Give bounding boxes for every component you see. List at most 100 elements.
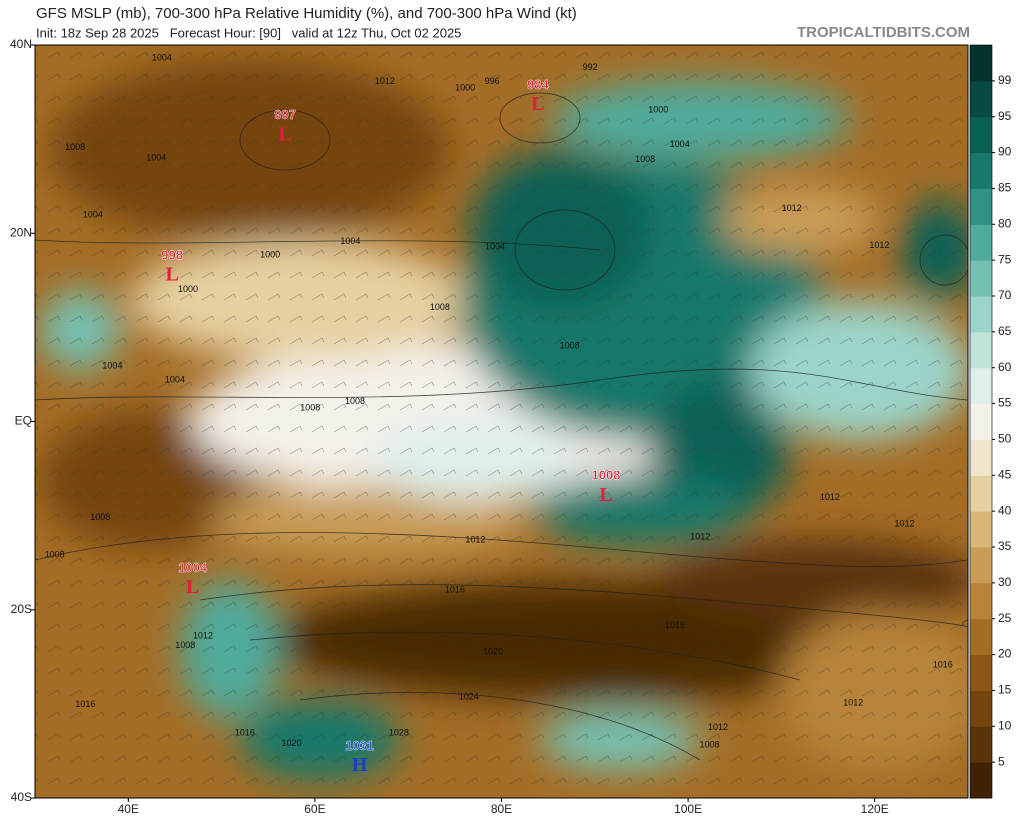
- isobar-label: 1012: [820, 492, 840, 502]
- center-letter: L: [165, 264, 178, 286]
- isobar-label: 1008: [345, 396, 365, 406]
- lon-label: 120E: [861, 802, 889, 816]
- watermark: TROPICALTIDBITS.COM: [797, 24, 970, 41]
- title: GFS MSLP (mb), 700-300 hPa Relative Humi…: [36, 5, 577, 22]
- colorbar-band: [970, 690, 992, 727]
- isobar-label: 1012: [782, 203, 802, 213]
- isobar-label: 1016: [933, 660, 953, 670]
- isobar-label: 1016: [665, 620, 685, 630]
- colorbar-label: 20: [998, 647, 1012, 661]
- colorbar-label: 65: [998, 324, 1012, 338]
- lat-label: EQ: [15, 414, 32, 428]
- colorbar-band: [970, 80, 992, 118]
- isobar-label: 1000: [455, 83, 475, 93]
- colorbar-band: [970, 511, 992, 548]
- isobar-label: 1000: [260, 249, 280, 259]
- colorbar-band: [970, 331, 992, 369]
- colorbar-band: [970, 475, 992, 512]
- isobar-label: 996: [485, 76, 500, 86]
- colorbar: 5 10 15 20 25 30 35 40 45 50 55 60 65 70 75 80 85 90 95 99: [969, 44, 1012, 799]
- isobar-label: 1004: [165, 374, 185, 384]
- colorbar-band: [970, 367, 992, 405]
- isobar-label: 1008: [65, 142, 85, 152]
- isobar-label: 1008: [700, 740, 720, 750]
- colorbar-band: [970, 260, 992, 297]
- isobar-label: 1004: [83, 210, 103, 220]
- isobar-label: 1012: [465, 534, 485, 544]
- colorbar-label: 70: [998, 288, 1012, 302]
- colorbar-band: [970, 188, 992, 225]
- center-letter: L: [278, 123, 291, 145]
- isobar-label: 1004: [670, 139, 690, 149]
- colorbar-band: [970, 152, 992, 189]
- lon-label: 100E: [674, 802, 702, 816]
- center-letter: L: [599, 484, 612, 506]
- colorbar-label: 25: [998, 611, 1012, 625]
- colorbar-label: 45: [998, 467, 1012, 481]
- colorbar-band: [970, 45, 992, 82]
- isobar-label: 1004: [102, 360, 122, 370]
- colorbar-band: [970, 654, 992, 691]
- isobar-label: 1016: [75, 699, 95, 709]
- isobar-label: 1008: [90, 512, 110, 522]
- colorbar-label: 40: [998, 503, 1012, 517]
- isobar-label: 1024: [459, 692, 479, 702]
- colorbar-band: [970, 582, 992, 620]
- colorbar-label: 5: [998, 754, 1005, 768]
- colorbar-label: 75: [998, 252, 1012, 266]
- center-pressure: 984: [527, 77, 549, 92]
- colorbar-label: 10: [998, 718, 1012, 732]
- colorbar-label: 15: [998, 683, 1012, 697]
- isobar-label: 1008: [635, 154, 655, 164]
- colorbar-label: 85: [998, 181, 1012, 195]
- colorbar-band: [970, 439, 992, 476]
- map-area: [35, 45, 968, 798]
- lat-label: 20S: [11, 602, 32, 616]
- center-pressure: 1031: [345, 738, 374, 753]
- colorbar-band: [970, 116, 992, 154]
- isobar-label: 1012: [869, 240, 889, 250]
- isobar-label: 992: [583, 62, 598, 72]
- colorbar-label: 30: [998, 575, 1012, 589]
- isobar-label: 1008: [430, 302, 450, 312]
- lon-label: 60E: [304, 802, 325, 816]
- colorbar-label: 95: [998, 109, 1012, 123]
- isobar-label: 1004: [146, 152, 166, 162]
- subtitle: Init: 18z Sep 28 2025 Forecast Hour: [90…: [36, 25, 461, 40]
- isobar-label: 1012: [843, 697, 863, 707]
- colorbar-band: [970, 296, 992, 333]
- colorbar-label: 60: [998, 360, 1012, 374]
- isobar-label: 1028: [389, 727, 409, 737]
- isobar-label: 1012: [708, 722, 728, 732]
- isobar-label: 1000: [178, 284, 198, 294]
- colorbar-band: [970, 403, 992, 440]
- colorbar-frame: [969, 44, 993, 799]
- center-letter: L: [531, 93, 544, 115]
- colorbar-label: 80: [998, 216, 1012, 230]
- center-pressure: 1004: [178, 560, 208, 575]
- isobar-label: 1008: [175, 640, 195, 650]
- colorbar-band: [970, 762, 992, 799]
- center-letter: H: [352, 754, 368, 776]
- isobar-label: 1004: [152, 53, 172, 63]
- isobar-label: 1016: [235, 727, 255, 737]
- center-pressure: 997: [274, 107, 296, 122]
- colorbar-band: [970, 726, 992, 763]
- lat-label: 40S: [11, 790, 32, 804]
- isobar-label: 1012: [895, 518, 915, 528]
- isobar-label: 1004: [340, 236, 360, 246]
- isobar-label: 1012: [690, 532, 710, 542]
- center-pressure: 998: [161, 247, 183, 262]
- lat-label: 40N: [10, 37, 32, 51]
- isobar-label: 1012: [375, 76, 395, 86]
- isobar-label: 1004: [485, 242, 505, 252]
- lon-label: 80E: [491, 802, 512, 816]
- colorbar-label: 35: [998, 539, 1012, 553]
- colorbar-band: [970, 224, 992, 261]
- isobar-label: 1020: [483, 646, 503, 656]
- colorbar-band: [970, 618, 992, 656]
- isobar-label: 1016: [445, 584, 465, 594]
- center-letter: L: [186, 576, 199, 598]
